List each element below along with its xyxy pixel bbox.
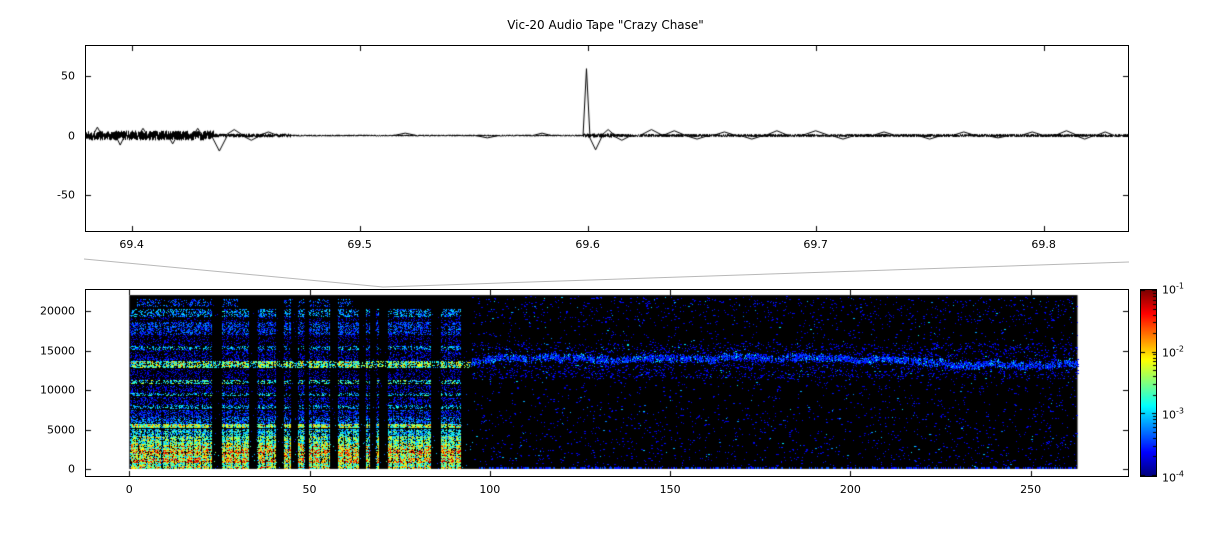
spectrogram-canvas <box>86 290 1128 476</box>
y-tick-label: -50 <box>57 188 75 202</box>
x-tick-label: 0 <box>125 483 133 496</box>
x-tick-label: 100 <box>479 483 501 496</box>
x-tick-label: 69.5 <box>347 238 372 251</box>
y-tick-label: 5000 <box>47 423 75 436</box>
colorbar-tick-label: 10-4 <box>1162 469 1184 485</box>
zoom-connector-line <box>382 261 1130 288</box>
x-tick-label: 250 <box>1020 483 1042 496</box>
y-tick-label: 0 <box>68 129 75 143</box>
y-tick-label: 0 <box>68 462 75 476</box>
colorbar-gradient <box>1141 290 1156 476</box>
colorbar-tick-label: 10-2 <box>1162 344 1184 359</box>
colorbar-tick-label: 10-1 <box>1162 281 1184 297</box>
zoom-connector-line <box>83 258 384 288</box>
colorbar-tick-label: 10-3 <box>1162 407 1184 422</box>
y-tick-label: 20000 <box>40 304 75 318</box>
spectrogram-axes <box>85 289 1129 477</box>
x-tick-label: 69.4 <box>119 238 144 251</box>
x-tick-label: 200 <box>839 483 861 496</box>
x-tick-label: 69.7 <box>803 238 828 251</box>
chart-title: Vic-20 Audio Tape "Crazy Chase" <box>507 18 704 32</box>
y-tick-label: 15000 <box>40 344 75 358</box>
waveform-axes <box>85 45 1129 232</box>
x-tick-label: 69.8 <box>1031 238 1056 251</box>
x-tick-label: 150 <box>659 483 681 496</box>
x-tick-label: 69.6 <box>575 238 600 251</box>
x-tick-label: 50 <box>302 483 317 496</box>
y-tick-label: 50 <box>61 69 75 83</box>
colorbar <box>1140 289 1157 477</box>
y-tick-label: 10000 <box>40 383 75 397</box>
waveform-canvas <box>86 46 1128 231</box>
